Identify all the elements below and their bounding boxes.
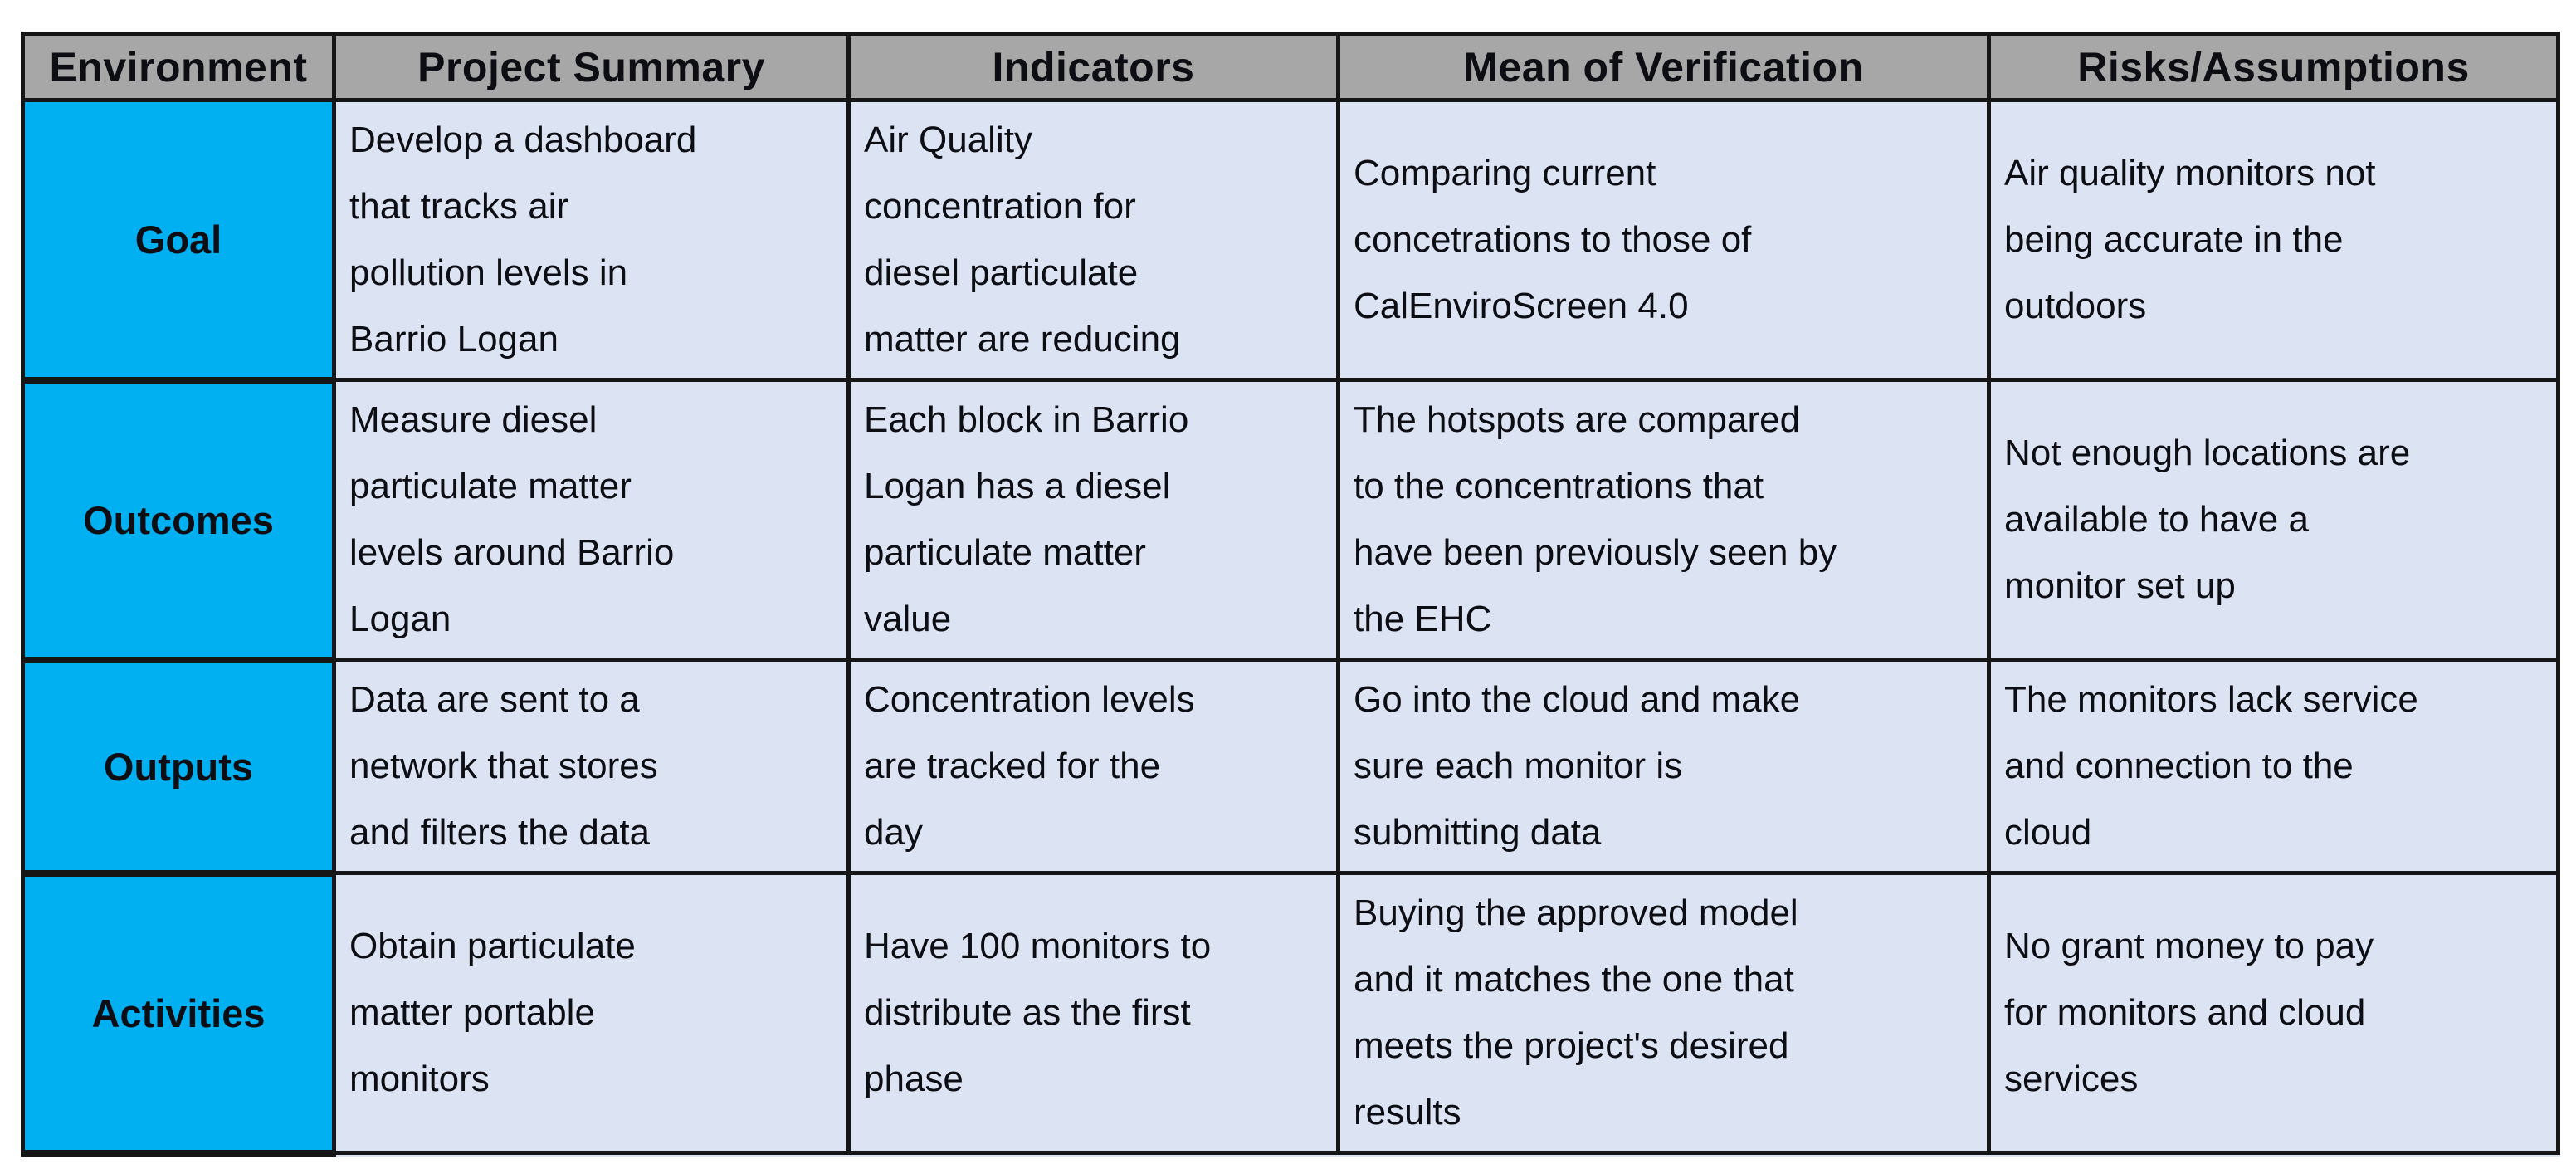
cell-goal-mean-of-verification: Comparing current concetrations to those… bbox=[1336, 98, 1991, 382]
cell-goal-project-summary: Develop a dashboard that tracks air poll… bbox=[332, 98, 851, 382]
col-header-mean-of-verification: Mean of Verification bbox=[1336, 32, 1991, 102]
cell-outcomes-indicators: Each block in Barrio Logan has a diesel … bbox=[846, 378, 1340, 662]
cell-outputs-indicators: Concentration levels are tracked for the… bbox=[846, 658, 1340, 875]
cell-outcomes-project-summary: Measure diesel particulate matter levels… bbox=[332, 378, 851, 662]
row-label-goal: Goal bbox=[21, 98, 336, 384]
col-header-risks-assumptions: Risks/Assumptions bbox=[1987, 32, 2560, 102]
cell-goal-indicators: Air Quality concentration for diesel par… bbox=[846, 98, 1340, 382]
logframe-table-container: Environment Project Summary Indicators M… bbox=[21, 32, 2560, 1157]
cell-activities-project-summary: Obtain particulate matter portable monit… bbox=[332, 871, 851, 1155]
cell-activities-indicators: Have 100 monitors to distribute as the f… bbox=[846, 871, 1340, 1155]
row-label-activities: Activities bbox=[21, 871, 336, 1157]
cell-outputs-project-summary: Data are sent to a network that stores a… bbox=[332, 658, 851, 875]
table-row-outcomes: Outcomes Measure diesel particulate matt… bbox=[21, 378, 2560, 663]
cell-outcomes-risks-assumptions: Not enough locations are available to ha… bbox=[1987, 378, 2560, 662]
cell-goal-risks-assumptions: Air quality monitors not being accurate … bbox=[1987, 98, 2560, 382]
table-row-goal: Goal Develop a dashboard that tracks air… bbox=[21, 98, 2560, 384]
col-header-project-summary: Project Summary bbox=[332, 32, 851, 102]
logframe-table: Environment Project Summary Indicators M… bbox=[21, 32, 2560, 1157]
col-header-environment: Environment bbox=[21, 32, 336, 102]
row-label-outputs: Outputs bbox=[21, 658, 336, 877]
cell-outcomes-mean-of-verification: The hotspots are compared to the concent… bbox=[1336, 378, 1991, 662]
col-header-indicators: Indicators bbox=[846, 32, 1340, 102]
cell-activities-risks-assumptions: No grant money to pay for monitors and c… bbox=[1987, 871, 2560, 1155]
cell-outputs-mean-of-verification: Go into the cloud and make sure each mon… bbox=[1336, 658, 1991, 875]
header-row: Environment Project Summary Indicators M… bbox=[21, 32, 2560, 102]
cell-outputs-risks-assumptions: The monitors lack service and connection… bbox=[1987, 658, 2560, 875]
cell-activities-mean-of-verification: Buying the approved model and it matches… bbox=[1336, 871, 1991, 1155]
row-label-outcomes: Outcomes bbox=[21, 378, 336, 663]
table-row-outputs: Outputs Data are sent to a network that … bbox=[21, 658, 2560, 877]
table-row-activities: Activities Obtain particulate matter por… bbox=[21, 871, 2560, 1157]
